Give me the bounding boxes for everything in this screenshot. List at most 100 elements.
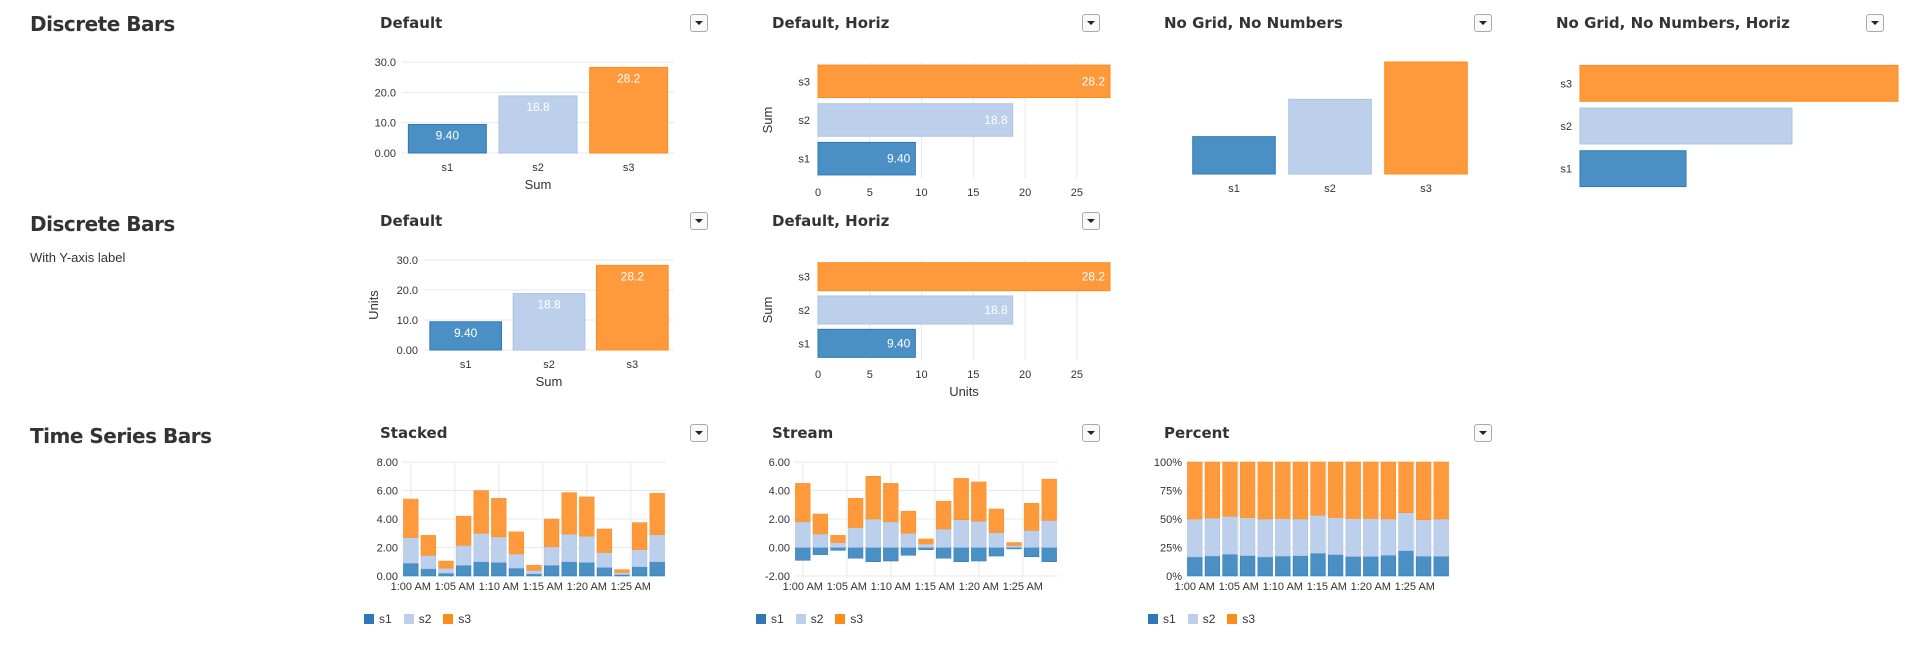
bar-s2 xyxy=(883,521,899,548)
bar-s1 xyxy=(1257,556,1273,577)
section-title-discrete-bars-ylabel: Discrete Bars xyxy=(30,212,175,236)
bar-value-label: 28.2 xyxy=(617,71,641,85)
bar-s1 xyxy=(817,141,916,176)
bar-s1 xyxy=(649,561,665,577)
legend-item-s3[interactable]: s3 xyxy=(1227,612,1255,626)
bar-s2 xyxy=(817,103,1014,137)
bar-s1 xyxy=(1204,555,1221,577)
legend-swatch xyxy=(1187,614,1198,624)
chart-title: Stream xyxy=(772,424,834,442)
chart-no-grid: s1 s2 s3 xyxy=(1192,61,1468,195)
y-tick-label: 30.0 xyxy=(397,255,418,267)
bar-value-label: 18.8 xyxy=(984,303,1008,317)
y-axis-label: Sum xyxy=(760,107,775,134)
bar-s1 xyxy=(1239,555,1256,577)
bar-s2 xyxy=(1398,512,1414,551)
bar-value-label: 18.8 xyxy=(537,298,561,312)
bar-s2 xyxy=(865,518,881,548)
bar-s2 xyxy=(498,95,578,154)
bar-s2 xyxy=(817,295,1014,325)
chart-menu-dropdown[interactable] xyxy=(1474,424,1492,442)
bar-s1 xyxy=(935,547,952,559)
legend-item-s2[interactable]: s2 xyxy=(403,612,431,626)
x-tick-label: 1:15 AM xyxy=(915,581,955,593)
bar-s2 xyxy=(1275,518,1291,557)
bar-s1 xyxy=(1275,555,1291,577)
bar-s1 xyxy=(1023,547,1040,558)
bar-s3 xyxy=(649,493,665,535)
bar-s2 xyxy=(1041,520,1057,548)
chevron-down-icon xyxy=(1479,21,1487,25)
bar-s2 xyxy=(1292,518,1309,557)
bar-value-label: 9.40 xyxy=(454,326,478,340)
x-tick-label: 5 xyxy=(867,187,873,199)
bar-s1 xyxy=(1327,554,1344,577)
chart-menu-dropdown[interactable] xyxy=(690,424,708,442)
bar-s1 xyxy=(971,547,987,562)
bar-s2 xyxy=(631,549,648,567)
bar-value-label: 18.8 xyxy=(526,100,550,114)
chart-menu-dropdown[interactable] xyxy=(1866,14,1884,32)
bar-s2 xyxy=(812,533,829,548)
legend-item-s1[interactable]: s1 xyxy=(364,612,392,626)
chart-panel-default-horiz: 0 5 10 15 20 25 28.2 s3 18.8 s2 9.40 s1 Sum Default,… xyxy=(760,14,1132,204)
chart-title: No Grid, No Numbers, Horiz xyxy=(1556,14,1790,32)
y-tick-label: s1 xyxy=(798,338,810,350)
bar-s2 xyxy=(935,528,952,548)
x-tick-label: 1:00 AM xyxy=(391,581,431,593)
legend-swatch xyxy=(403,614,414,624)
chevron-down-icon xyxy=(1087,431,1095,435)
x-tick-label: s3 xyxy=(1420,183,1432,195)
x-tick-label: 10 xyxy=(915,369,927,381)
chart-menu-dropdown[interactable] xyxy=(690,14,708,32)
bar-s1 xyxy=(543,565,560,577)
y-tick-label: s3 xyxy=(798,76,810,88)
x-axis-label: Sum xyxy=(536,374,563,389)
bar-s2 xyxy=(1327,517,1344,555)
chart-panel-stacked: 0.00 2.00 4.00 6.00 8.00 1:00 AM 1:05 AM 1:10 A… xyxy=(364,424,740,634)
x-axis-label: Sum xyxy=(525,177,552,192)
chart-menu-dropdown[interactable] xyxy=(1082,424,1100,442)
chart-menu-dropdown[interactable] xyxy=(1082,212,1100,230)
x-tick-label: s2 xyxy=(532,162,544,174)
bar-s3 xyxy=(455,515,472,546)
bar-value-label: 28.2 xyxy=(1082,74,1106,88)
legend-item-s2[interactable]: s2 xyxy=(795,612,823,626)
y-tick-label: 100% xyxy=(1154,457,1182,469)
bar-s3 xyxy=(438,560,454,569)
chart-menu-dropdown[interactable] xyxy=(1082,14,1100,32)
bar-s2 xyxy=(795,521,811,548)
chart-panel-default-units: 0.00 10.0 20.0 30.0 9.40 s1 18.8 s2 28.2 s3 Sum Uni… xyxy=(366,212,740,402)
bar-s3 xyxy=(865,476,881,520)
chart-panel-no-grid-horiz: s3 s2 s1 No Grid, No Numbers, Horiz xyxy=(1556,14,1916,204)
chart-default-horiz-units: 0 5 10 15 20 25 28.2 s3 18.8 s2 9.40 s1 Units Sum xyxy=(760,260,1111,399)
bar-s3 xyxy=(1380,461,1397,520)
bar-s2 xyxy=(1204,517,1221,557)
bar-s2 xyxy=(988,532,1005,548)
x-tick-label: 1:05 AM xyxy=(435,581,475,593)
chart-menu-dropdown[interactable] xyxy=(1474,14,1492,32)
x-tick-label: 1:25 AM xyxy=(1003,581,1043,593)
bar-s3 xyxy=(1204,461,1221,519)
bar-value-label: 28.2 xyxy=(1082,270,1106,284)
bar-s2 xyxy=(900,533,917,548)
x-tick-label: s3 xyxy=(627,359,639,371)
bar-s3 xyxy=(1398,461,1414,513)
y-tick-label: 0.00 xyxy=(397,345,418,357)
bar-s2 xyxy=(579,535,595,563)
y-tick-label: s1 xyxy=(1560,164,1572,176)
x-tick-label: 1:15 AM xyxy=(1307,581,1347,593)
legend-item-s2[interactable]: s2 xyxy=(1187,612,1215,626)
y-tick-label: s3 xyxy=(1560,78,1572,90)
legend-item-s3[interactable]: s3 xyxy=(443,612,471,626)
bar-s3 xyxy=(1579,64,1899,102)
x-tick-label: 25 xyxy=(1071,369,1083,381)
bar-s1 xyxy=(438,572,454,577)
legend-item-s1[interactable]: s1 xyxy=(1148,612,1176,626)
chevron-down-icon xyxy=(695,21,703,25)
legend-item-s1[interactable]: s1 xyxy=(756,612,784,626)
legend-item-s3[interactable]: s3 xyxy=(835,612,863,626)
chart-menu-dropdown[interactable] xyxy=(690,212,708,230)
bar-s2 xyxy=(596,552,613,568)
bar-s1 xyxy=(491,562,507,577)
